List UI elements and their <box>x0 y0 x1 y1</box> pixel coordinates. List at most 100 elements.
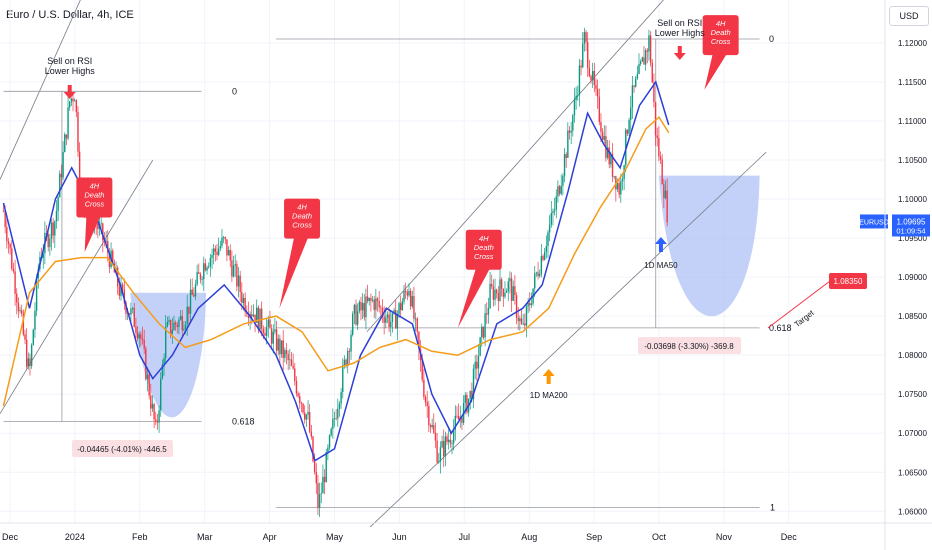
channel-line-lower-2 <box>369 151 767 528</box>
candle-up <box>307 411 309 415</box>
candle-up <box>390 322 392 328</box>
callout-text: Cross <box>474 252 494 261</box>
candle-down <box>141 338 144 340</box>
candle-down <box>348 351 351 352</box>
candle-down <box>423 379 425 398</box>
candle-down <box>148 374 150 396</box>
sell-label-text: Sell on RSI <box>657 18 702 28</box>
candle-up <box>474 361 476 369</box>
candle-up <box>189 289 192 314</box>
candle-up <box>356 311 359 325</box>
candle-up <box>211 255 213 258</box>
candle-down <box>257 307 260 330</box>
y-tick-label: 1.06000 <box>898 507 927 516</box>
candle-down <box>72 98 74 102</box>
candle-down <box>658 137 660 157</box>
candle-up <box>534 273 536 289</box>
candle-up <box>237 275 240 287</box>
candle-down <box>140 334 142 339</box>
candle-up <box>441 441 443 448</box>
measure-text-2: -0.03698 (-3.30%) -369.8 <box>644 342 734 351</box>
candle-up <box>631 85 634 108</box>
candle-up <box>398 303 400 314</box>
callout-box <box>284 198 321 239</box>
candle-up <box>347 351 349 367</box>
candle-down <box>495 289 498 294</box>
candle-up <box>209 257 212 267</box>
candle-down <box>363 303 365 318</box>
candle-up <box>164 326 167 359</box>
candle-up <box>158 410 160 423</box>
candle-up <box>57 197 59 212</box>
candle-up <box>385 317 387 323</box>
candle-down <box>486 313 488 315</box>
candle-up <box>342 365 344 393</box>
candle-down <box>360 301 362 311</box>
target-price-tag <box>829 273 867 290</box>
candle-down <box>424 397 427 403</box>
x-tick-label: Jul <box>459 532 471 542</box>
candle-up <box>208 266 210 268</box>
candle-up <box>219 245 222 249</box>
candle-up <box>504 292 506 297</box>
candle-up <box>256 307 258 323</box>
candle-up <box>166 321 169 327</box>
candle-down <box>133 307 135 328</box>
candle-up <box>30 344 33 367</box>
candle-up <box>545 246 548 252</box>
candle-down <box>229 249 231 261</box>
fib-label-0-1: 0 <box>232 86 237 96</box>
candle-up <box>550 213 552 225</box>
candle-up <box>610 153 612 165</box>
candle-down <box>224 237 226 240</box>
candle-down <box>517 317 519 322</box>
candle-down <box>588 67 591 76</box>
candle-up <box>280 340 283 355</box>
candle-down <box>254 314 256 323</box>
candle-down <box>421 360 423 380</box>
y-tick-label: 1.08000 <box>898 351 927 360</box>
candle-down <box>436 440 438 463</box>
candle-down <box>446 436 448 442</box>
candle-down <box>78 151 81 182</box>
candle-down <box>649 35 652 63</box>
candle-up <box>171 330 174 334</box>
candle-up <box>591 70 594 81</box>
symbol-tag-text: EURUSD <box>859 219 889 226</box>
candle-down <box>312 436 314 462</box>
candle-down <box>370 297 372 301</box>
candle-up <box>330 428 332 436</box>
candle-down <box>153 404 155 420</box>
candle-down <box>14 271 16 294</box>
candle-down <box>181 316 183 331</box>
x-tick-label: Oct <box>652 532 667 542</box>
candle-up <box>452 429 455 444</box>
candle-down <box>654 102 657 136</box>
candle-down <box>596 88 599 97</box>
y-tick-label: 1.11000 <box>898 117 927 126</box>
candle-down <box>11 248 13 269</box>
candle-up <box>472 368 475 400</box>
candle-down <box>123 289 126 303</box>
candle-down <box>169 320 172 334</box>
candle-up <box>431 425 433 428</box>
x-tick-label: 2024 <box>65 532 85 542</box>
currency-button[interactable]: USD <box>889 6 929 26</box>
candle-up <box>50 222 53 239</box>
candle-up <box>505 290 508 293</box>
x-tick-label: Dec <box>781 532 798 542</box>
candle-down <box>155 419 157 421</box>
candle-down <box>2 210 5 212</box>
candle-up <box>635 78 637 87</box>
fib-label-0618-1: 0.618 <box>232 417 255 427</box>
candle-up <box>338 403 341 409</box>
candle-up <box>636 74 639 79</box>
candle-up <box>481 326 483 338</box>
chart-title: Euro / U.S. Dollar, 4h, ICE <box>6 9 134 21</box>
candle-down <box>482 326 485 338</box>
target-price-text: 1.08350 <box>834 277 863 286</box>
candle-down <box>102 223 104 241</box>
